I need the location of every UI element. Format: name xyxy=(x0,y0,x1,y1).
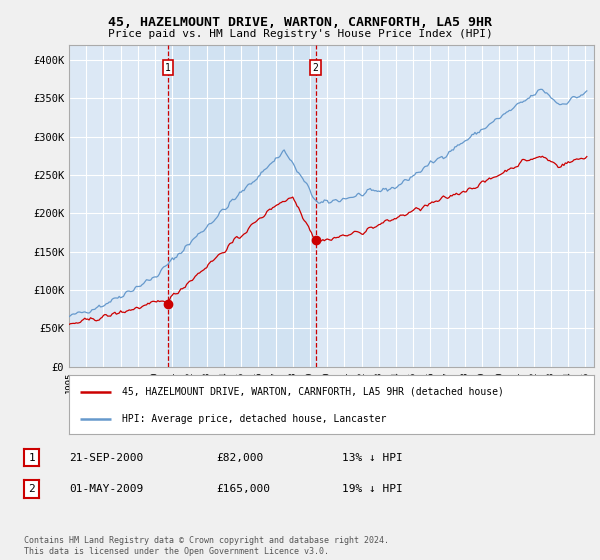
Text: £82,000: £82,000 xyxy=(216,452,263,463)
Text: HPI: Average price, detached house, Lancaster: HPI: Average price, detached house, Lanc… xyxy=(121,414,386,424)
Text: 21-SEP-2000: 21-SEP-2000 xyxy=(69,452,143,463)
Bar xyxy=(168,45,316,367)
Text: Price paid vs. HM Land Registry's House Price Index (HPI): Price paid vs. HM Land Registry's House … xyxy=(107,29,493,39)
Text: 1: 1 xyxy=(165,63,171,73)
Text: 19% ↓ HPI: 19% ↓ HPI xyxy=(342,484,403,494)
Text: 2: 2 xyxy=(313,63,319,73)
Text: Contains HM Land Registry data © Crown copyright and database right 2024.
This d: Contains HM Land Registry data © Crown c… xyxy=(24,536,389,556)
Text: £165,000: £165,000 xyxy=(216,484,270,494)
Text: 45, HAZELMOUNT DRIVE, WARTON, CARNFORTH, LA5 9HR (detached house): 45, HAZELMOUNT DRIVE, WARTON, CARNFORTH,… xyxy=(121,386,503,396)
Text: 45, HAZELMOUNT DRIVE, WARTON, CARNFORTH, LA5 9HR: 45, HAZELMOUNT DRIVE, WARTON, CARNFORTH,… xyxy=(108,16,492,29)
Text: 01-MAY-2009: 01-MAY-2009 xyxy=(69,484,143,494)
Text: 1: 1 xyxy=(28,452,35,463)
Text: 2: 2 xyxy=(28,484,35,494)
Text: 13% ↓ HPI: 13% ↓ HPI xyxy=(342,452,403,463)
